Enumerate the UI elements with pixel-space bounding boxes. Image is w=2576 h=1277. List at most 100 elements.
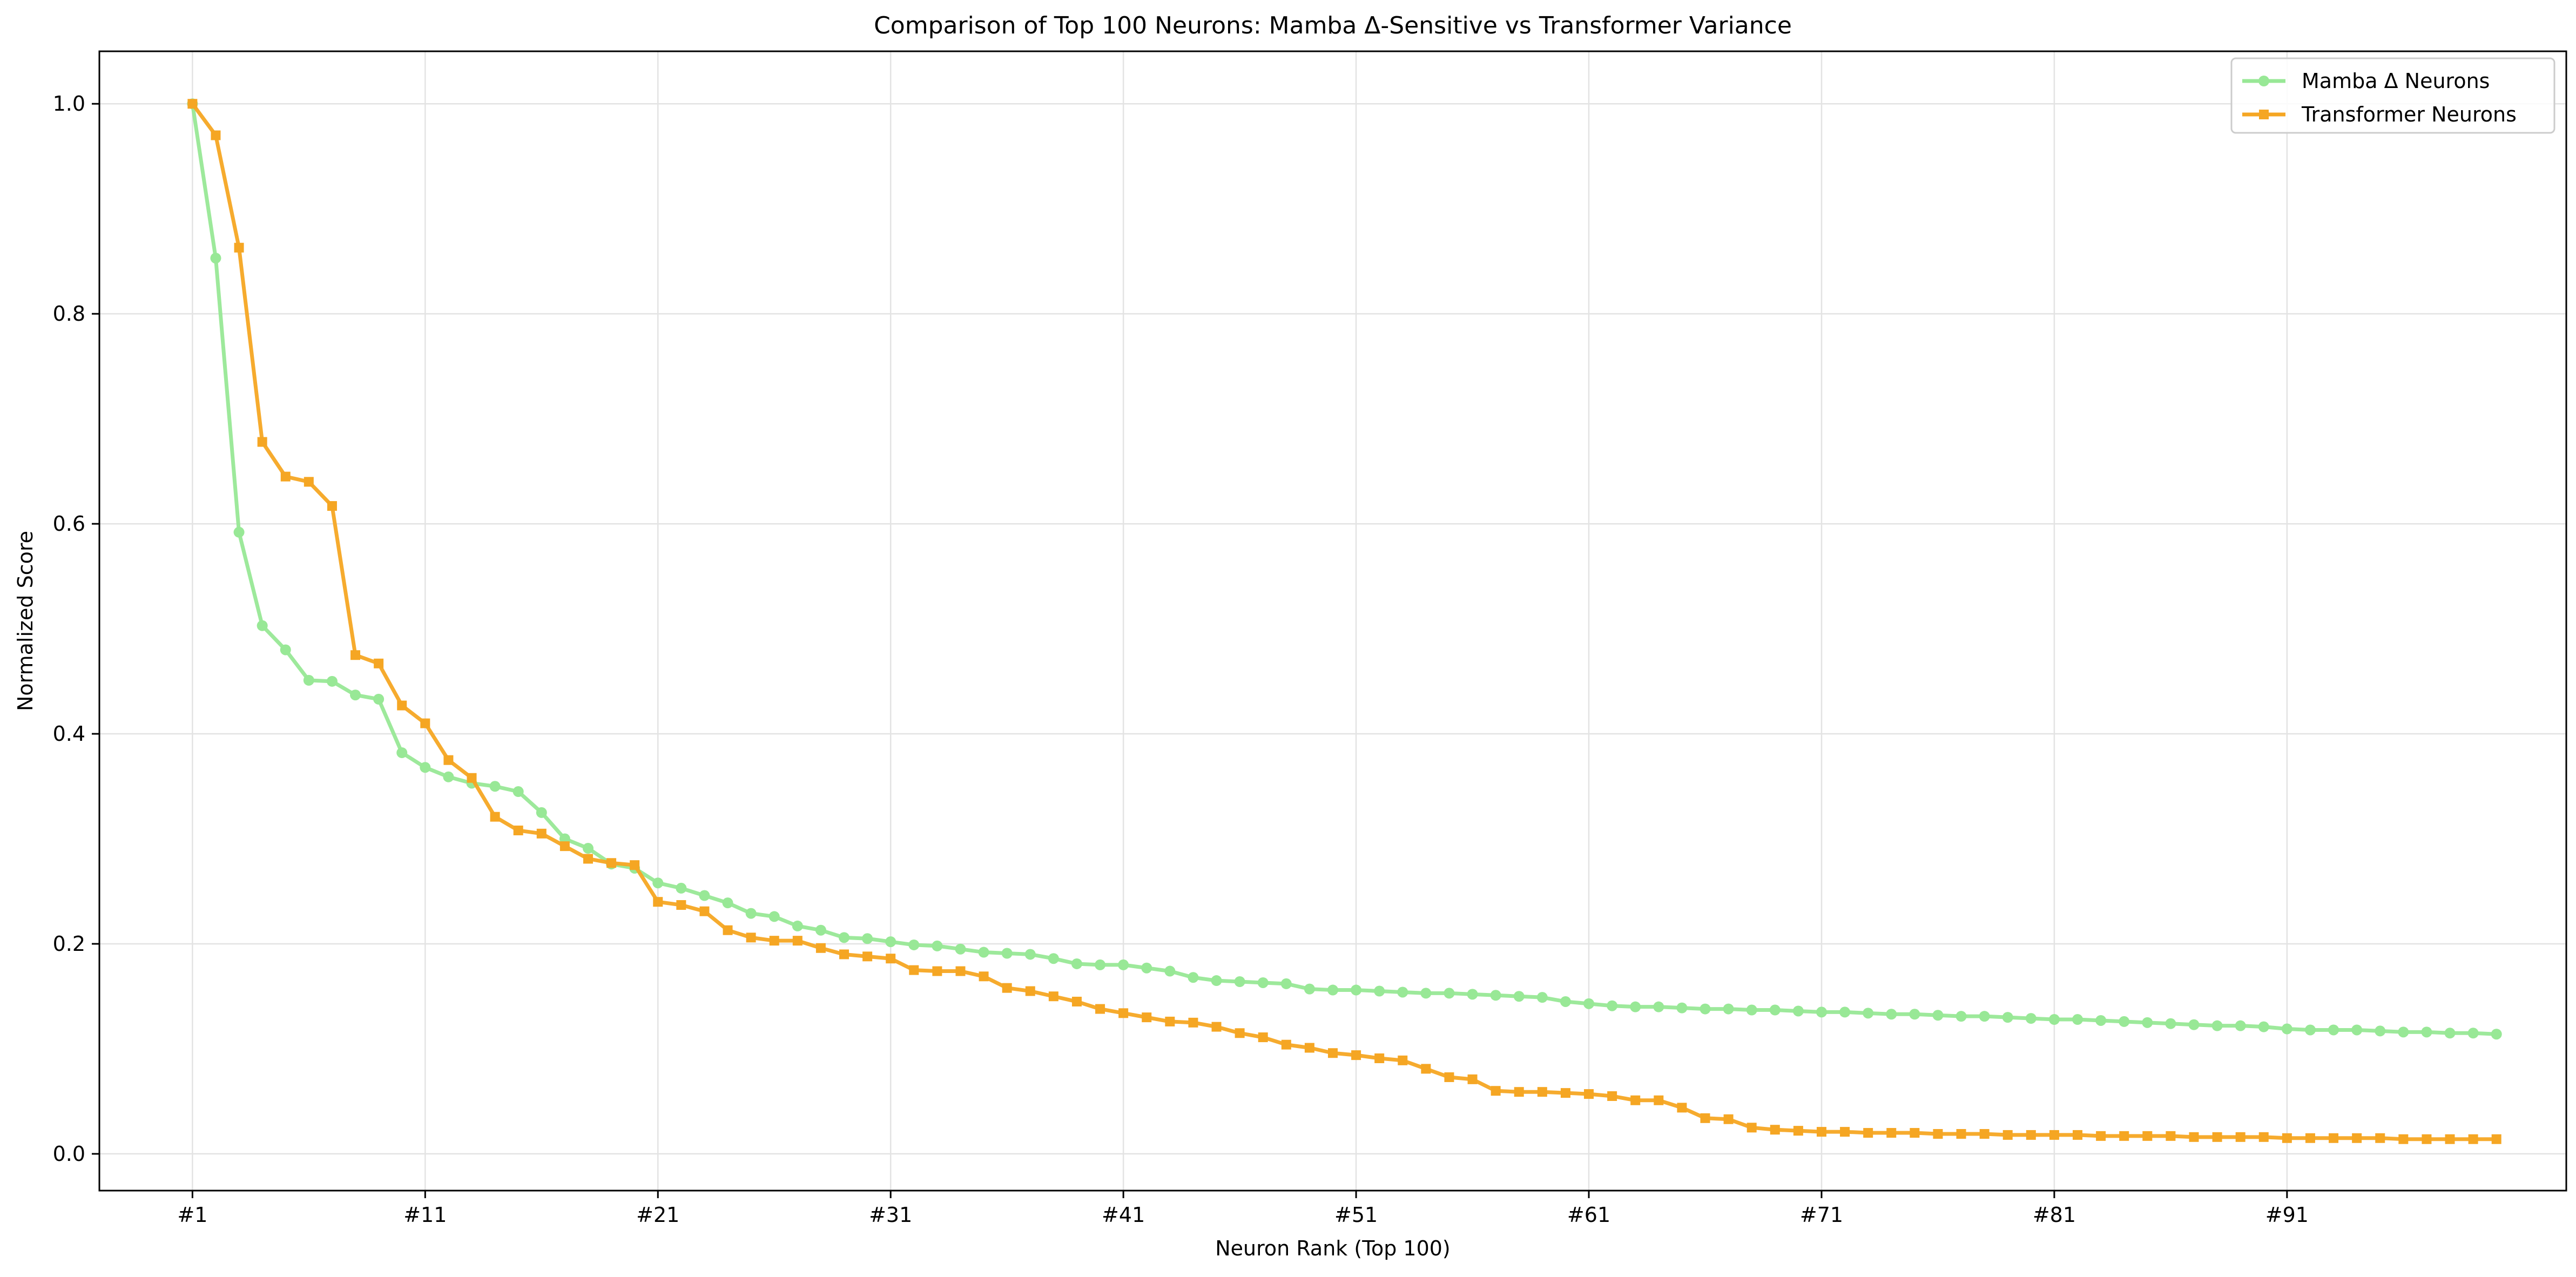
data-point-mamba [2048,1014,2060,1025]
data-point-mamba [1607,1000,1618,1011]
x-tick-label: #81 [2033,1203,2076,1227]
data-point-transformer [1071,996,1082,1006]
data-point-mamba [1164,965,1176,977]
data-point-mamba [2119,1016,2130,1027]
data-point-transformer [676,900,686,910]
data-point-mamba [2281,1023,2292,1035]
data-point-transformer [2375,1133,2385,1143]
data-point-mamba [489,781,501,792]
data-point-mamba [1234,976,1245,988]
data-point-transformer [699,906,710,916]
data-point-mamba [1048,953,1059,964]
data-point-transformer [630,860,640,870]
data-point-transformer [1351,1050,1361,1060]
data-point-transformer [1840,1127,1850,1137]
data-point-mamba [978,947,989,958]
data-point-mamba [1467,989,1478,1000]
series-line-transformer [190,102,2499,1141]
data-point-transformer [2073,1130,2083,1140]
data-point-mamba [1979,1011,1990,1022]
axis-ticks: #1 #11 #21 #31 #41 #51 #61 #71 #81 #91 0.0 0.2 0.4 0.… [53,92,2309,1227]
data-point-mamba [443,771,454,782]
data-point-mamba [1280,978,1292,989]
data-point-mamba [373,693,385,705]
data-point-transformer [536,828,547,839]
data-point-mamba [1071,958,1082,969]
data-point-transformer [1816,1127,1826,1137]
data-point-transformer [979,971,989,982]
data-point-mamba [350,690,361,701]
data-point-transformer [1886,1128,1897,1138]
data-point-mamba [2235,1020,2246,1031]
x-axis-label: Neuron Rank (Top 100) [1215,1237,1451,1260]
data-point-mamba [1420,988,1432,999]
data-point-transformer [1142,1012,1152,1023]
series-group [187,98,2502,1144]
data-point-transformer [1398,1055,1408,1065]
data-point-transformer [2096,1131,2106,1141]
data-point-transformer [1467,1074,1478,1084]
data-point-transformer [2119,1131,2129,1141]
data-point-transformer [2026,1130,2036,1140]
data-point-transformer [513,825,523,835]
data-point-transformer [2422,1134,2432,1144]
data-point-mamba [326,675,338,687]
legend-swatch-mamba-marker [2258,76,2269,86]
data-point-transformer [2352,1133,2362,1143]
y-tick-label: 0.8 [53,302,85,326]
data-point-mamba [2142,1017,2153,1028]
data-point-mamba [1792,1005,1804,1017]
data-point-transformer [815,943,826,953]
data-point-mamba [1676,1002,1688,1014]
data-point-transformer [955,966,966,976]
data-point-mamba [1304,983,1315,995]
data-point-transformer [1188,1017,1198,1028]
data-point-transformer [583,854,593,864]
data-point-mamba [2421,1026,2432,1038]
x-tick-label: #11 [403,1203,447,1227]
data-point-transformer [1211,1022,1222,1032]
data-point-transformer [350,650,361,660]
data-point-mamba [1839,1006,1851,1018]
data-point-transformer [1048,991,1058,1002]
data-point-mamba [1909,1009,1920,1020]
data-point-mamba [676,882,687,894]
plot-area-frame [98,50,2567,1192]
data-point-mamba [1746,1004,1757,1016]
series-line-mamba [190,102,2499,1036]
data-point-transformer [1281,1039,1291,1050]
series-transformer [187,99,2501,1144]
data-point-mamba [1513,991,1525,1002]
data-point-mamba [2304,1024,2316,1036]
data-point-transformer [653,897,663,907]
data-point-transformer [374,658,384,668]
x-tick-label: #51 [1334,1203,1378,1227]
data-point-transformer [2235,1132,2245,1142]
data-point-mamba [1374,985,1385,997]
y-tick-label: 0.6 [53,512,85,536]
legend: Mamba Δ Neurons Transformer Neurons [2230,57,2555,134]
data-point-transformer [257,437,267,447]
data-point-mamba [1141,962,1152,974]
data-point-mamba [2467,1028,2479,1039]
data-point-transformer [1933,1129,1943,1139]
data-point-transformer [2189,1132,2199,1142]
data-point-mamba [768,911,780,922]
data-point-transformer [1723,1114,1734,1124]
data-point-transformer [397,700,407,711]
data-point-transformer [1514,1087,1524,1097]
data-point-transformer [280,471,291,482]
data-point-transformer [1328,1048,1338,1058]
data-point-mamba [792,920,803,931]
data-point-mamba [2491,1029,2502,1040]
data-point-mamba [955,943,966,955]
data-point-transformer [187,99,198,109]
data-point-transformer [559,841,570,852]
legend-box [2230,57,2555,134]
legend-label-transformer: Transformer Neurons [2301,103,2517,126]
y-axis-label: Normalized Score [14,531,37,711]
data-point-transformer [2445,1134,2455,1144]
data-point-mamba [1397,987,1408,998]
data-point-mamba [1816,1006,1827,1018]
